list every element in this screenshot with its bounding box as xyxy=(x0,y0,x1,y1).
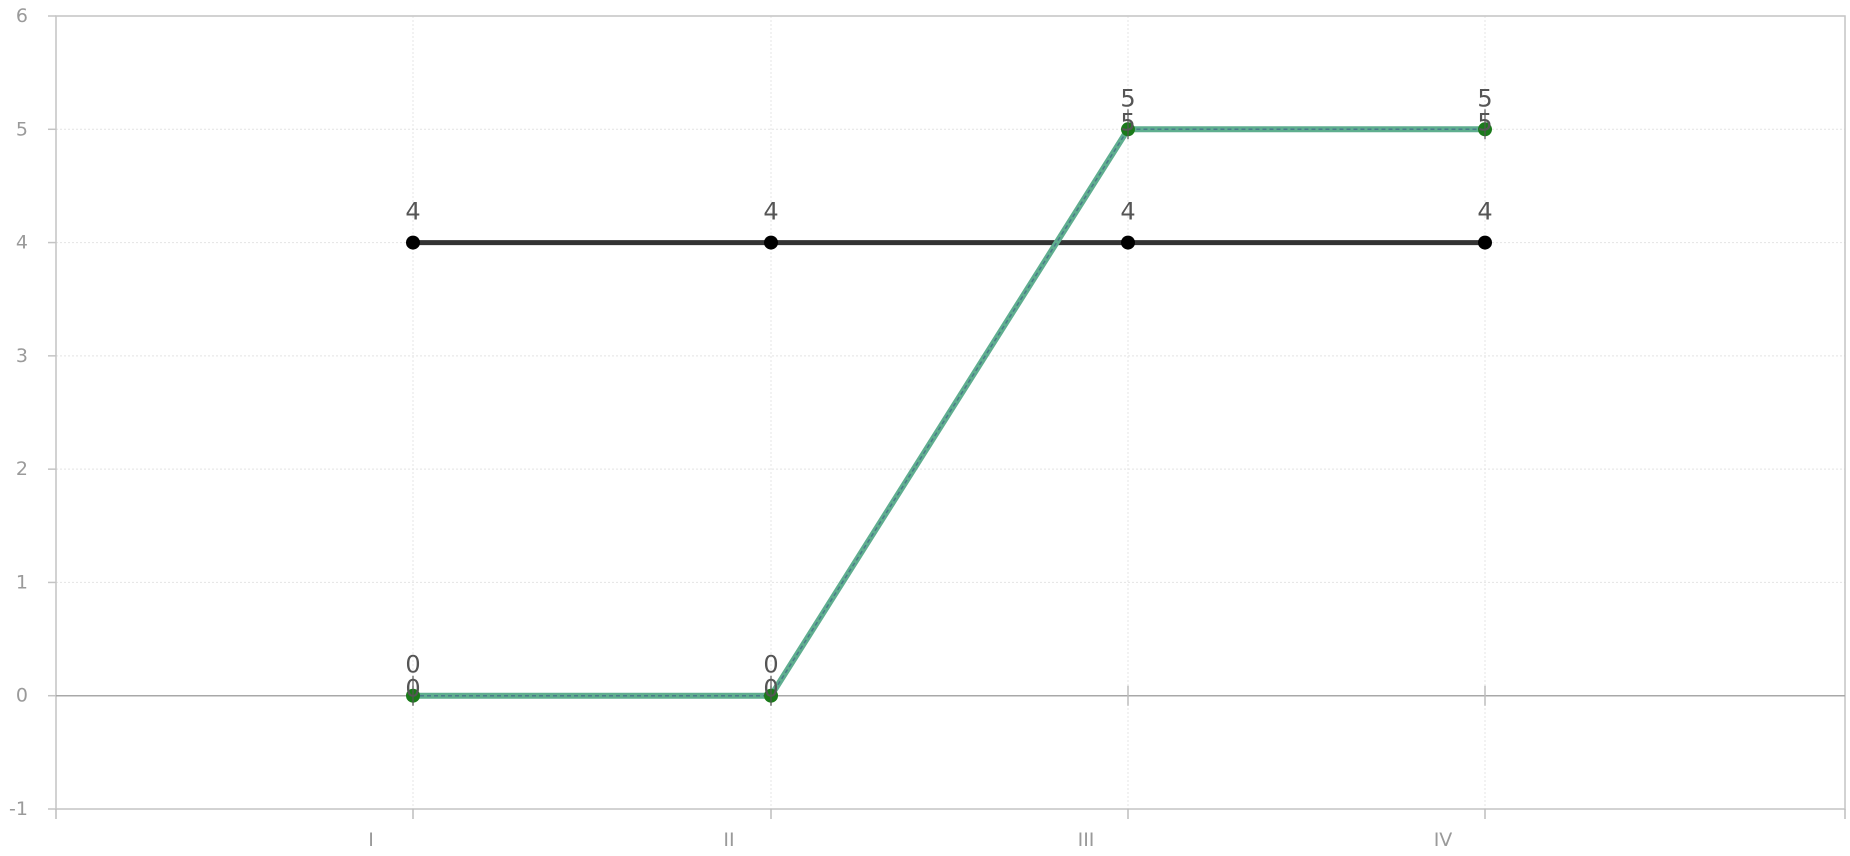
y-tick-label: 0 xyxy=(16,685,28,707)
data-label-inner: 0 xyxy=(405,675,420,703)
data-label: 4 xyxy=(763,198,778,226)
y-tick-label: 1 xyxy=(16,571,28,593)
x-tick-label: III xyxy=(1078,829,1095,851)
y-tick-label: 5 xyxy=(16,118,28,140)
series-layer xyxy=(406,122,1492,703)
data-label: 4 xyxy=(405,198,420,226)
x-tick-label: I xyxy=(368,829,374,851)
data-label-inner: 5 xyxy=(1120,108,1135,136)
data-label-inner: 0 xyxy=(763,675,778,703)
data-label: 0 xyxy=(405,651,420,679)
data-label: 5 xyxy=(1120,84,1135,112)
data-point xyxy=(1121,235,1135,250)
data-label: 0 xyxy=(763,651,778,679)
data-point xyxy=(764,235,778,250)
y-tick-label: 3 xyxy=(16,345,28,367)
data-label: 4 xyxy=(1120,198,1135,226)
x-tick-label: II xyxy=(723,829,734,851)
y-tick-label: 6 xyxy=(16,5,28,27)
y-tick-label: 4 xyxy=(16,232,28,254)
series-line-dash xyxy=(413,128,1485,697)
data-label-inner: 5 xyxy=(1477,108,1492,136)
y-tick-label: -1 xyxy=(9,798,28,820)
data-point xyxy=(406,235,420,250)
data-point xyxy=(1478,235,1492,250)
plot-frame xyxy=(55,15,1846,810)
data-label: 5 xyxy=(1477,84,1492,112)
y-tick-label: 2 xyxy=(16,458,28,480)
series-line xyxy=(413,126,1485,699)
x-tick-label: IV xyxy=(1434,829,1453,851)
data-label: 4 xyxy=(1477,198,1492,226)
